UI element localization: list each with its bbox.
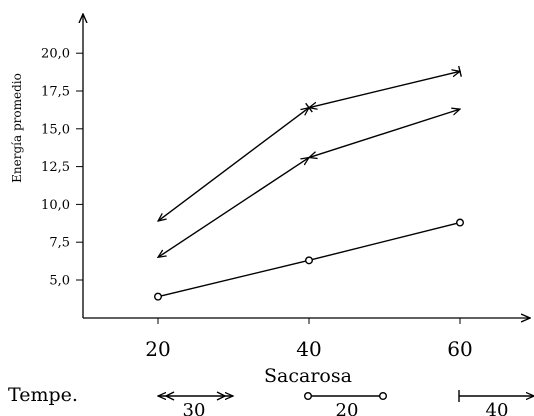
series-30 [158, 109, 460, 257]
legend-arrowhead [216, 391, 227, 401]
data-point [153, 292, 162, 301]
y-tick-label: 5,0 [49, 274, 70, 289]
series-line [158, 158, 309, 258]
data-point [305, 256, 314, 265]
x-tick-label: 40 [296, 337, 321, 361]
y-tick-label: 15,0 [41, 122, 70, 137]
x-axis-label: Sacarosa [264, 365, 352, 387]
series-20 [153, 218, 465, 301]
legend-item-40: 40 [458, 390, 534, 416]
y-axis-label: Energía promedio [10, 73, 24, 183]
legend-title: Tempe. [8, 384, 78, 406]
x-tick-group: 20 40 60 [145, 318, 473, 361]
y-tick-label: 20,0 [41, 47, 70, 62]
x-tick-label: 60 [447, 337, 472, 361]
series-line [309, 109, 460, 157]
legend-item-20: 20 [304, 392, 388, 416]
legend-marker [304, 392, 313, 401]
y-tick-label: 7,5 [49, 236, 70, 251]
legend: 30 20 40 [158, 390, 534, 416]
series-layer [153, 65, 465, 301]
legend-item-30: 30 [158, 391, 233, 416]
data-point [456, 218, 465, 227]
legend-label: 20 [336, 400, 359, 416]
end-bar [458, 65, 462, 77]
y-tick-label: 17,5 [41, 85, 70, 100]
x-tick-label: 20 [145, 337, 170, 361]
legend-label: 30 [183, 400, 206, 416]
legend-marker [379, 392, 388, 401]
series-line [158, 108, 309, 221]
y-tick-label: 12,5 [41, 160, 70, 175]
y-tick-group: 5,0 7,5 10,0 12,5 15,0 17,5 20,0 [41, 47, 83, 289]
series-line [157, 259, 310, 298]
series-40 [158, 65, 462, 221]
legend-arrowhead [164, 391, 175, 401]
y-tick-label: 10,0 [41, 198, 70, 213]
series-line [309, 71, 460, 107]
series-line [308, 221, 461, 262]
legend-label: 40 [486, 400, 509, 416]
